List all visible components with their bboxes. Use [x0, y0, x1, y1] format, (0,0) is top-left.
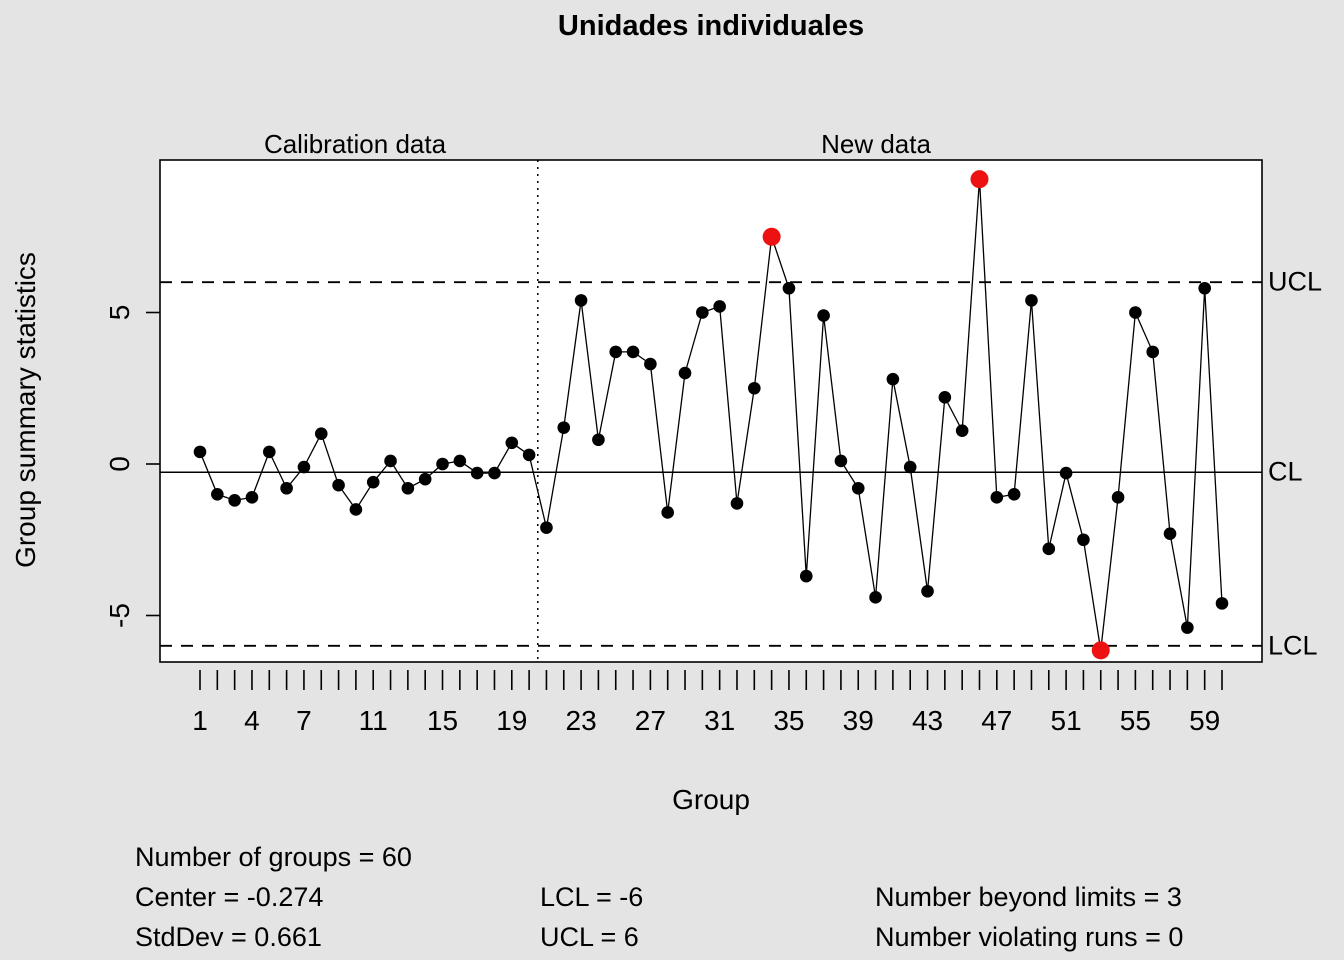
stat-violating-runs: Number violating runs = 0: [875, 922, 1184, 952]
data-point: [817, 309, 830, 322]
x-tick-label: 15: [427, 705, 458, 736]
data-point: [748, 381, 761, 395]
data-point: [314, 427, 328, 441]
data-point: [1198, 281, 1211, 295]
x-tick-label: 4: [244, 705, 260, 736]
stat-number-of-groups: Number of groups = 60: [135, 842, 412, 872]
out-of-control-point: [762, 227, 781, 246]
data-point: [522, 448, 536, 462]
x-tick-label: 11: [359, 705, 388, 736]
data-point: [644, 357, 657, 371]
data-point: [955, 424, 969, 437]
cl-label: CL: [1268, 456, 1303, 487]
new-data-label: New data: [821, 129, 931, 159]
data-point: [436, 457, 449, 471]
data-point: [470, 466, 484, 480]
data-point: [869, 591, 882, 604]
data-point: [696, 306, 709, 319]
data-point: [1007, 488, 1021, 501]
y-tick-label: -5: [104, 603, 135, 628]
x-tick-label: 27: [635, 705, 666, 736]
data-point: [332, 478, 345, 492]
data-point: [280, 481, 293, 495]
data-point: [1215, 597, 1229, 610]
stat-beyond-limits: Number beyond limits = 3: [875, 882, 1182, 912]
data-point: [262, 445, 276, 459]
data-point: [782, 281, 796, 295]
data-point: [1042, 542, 1056, 556]
data-point: [245, 491, 259, 504]
data-point: [228, 494, 241, 507]
data-point: [799, 569, 813, 583]
data-point: [557, 421, 571, 434]
data-point: [384, 454, 397, 468]
x-tick-label: 19: [496, 705, 527, 736]
stat-lcl: LCL = -6: [540, 882, 644, 912]
data-point: [851, 481, 865, 495]
data-point: [661, 506, 674, 519]
data-point: [211, 488, 224, 501]
data-point: [903, 460, 917, 474]
data-point: [713, 300, 726, 313]
data-point: [1163, 527, 1177, 540]
data-point: [366, 475, 380, 489]
data-point: [1111, 491, 1125, 504]
x-tick-label: 47: [981, 705, 1012, 736]
x-tick-label: 59: [1189, 705, 1220, 736]
data-point: [1059, 466, 1073, 480]
y-tick-label: 0: [104, 456, 135, 472]
out-of-control-point: [1091, 641, 1110, 660]
lcl-label: LCL: [1268, 630, 1318, 661]
data-point: [678, 366, 692, 380]
data-point: [505, 436, 519, 450]
data-point: [297, 460, 311, 474]
stat-center: Center = -0.274: [135, 882, 324, 912]
x-tick-label: 31: [704, 705, 735, 736]
data-point: [574, 294, 588, 307]
ucl-label: UCL: [1268, 266, 1323, 297]
data-point: [401, 481, 415, 495]
data-point: [592, 433, 605, 447]
x-tick-label: 51: [1051, 705, 1082, 736]
data-point: [626, 345, 640, 359]
calibration-data-label: Calibration data: [263, 129, 447, 159]
x-tick-label: 55: [1120, 705, 1151, 736]
data-point: [921, 584, 934, 598]
data-point: [349, 503, 363, 516]
data-point: [730, 497, 744, 510]
data-point: [453, 454, 467, 468]
data-point: [418, 472, 432, 486]
x-axis-title: Group: [672, 784, 750, 815]
stat-stddev: StdDev = 0.661: [135, 922, 322, 952]
data-point: [886, 372, 900, 386]
data-point: [1146, 345, 1160, 359]
y-tick-label: 5: [104, 305, 135, 321]
data-point: [540, 521, 553, 534]
data-point: [1025, 294, 1038, 307]
data-point: [488, 466, 501, 480]
x-tick-label: 1: [192, 705, 208, 736]
data-point: [1129, 306, 1142, 319]
stat-ucl: UCL = 6: [540, 922, 639, 952]
x-tick-label: 39: [843, 705, 874, 736]
out-of-control-point: [970, 170, 989, 189]
x-tick-label: 7: [296, 705, 312, 736]
x-tick-label: 43: [912, 705, 943, 736]
x-tick-label: 35: [773, 705, 804, 736]
plot-panel: [159, 159, 1263, 663]
x-tick-label: 23: [566, 705, 597, 736]
chart-title: Unidades individuales: [557, 10, 865, 42]
data-point: [990, 491, 1004, 504]
data-point: [1181, 621, 1194, 634]
data-point: [193, 445, 207, 459]
data-point: [1077, 533, 1090, 547]
data-point: [938, 391, 952, 404]
data-point: [609, 345, 623, 359]
data-point: [834, 454, 848, 468]
